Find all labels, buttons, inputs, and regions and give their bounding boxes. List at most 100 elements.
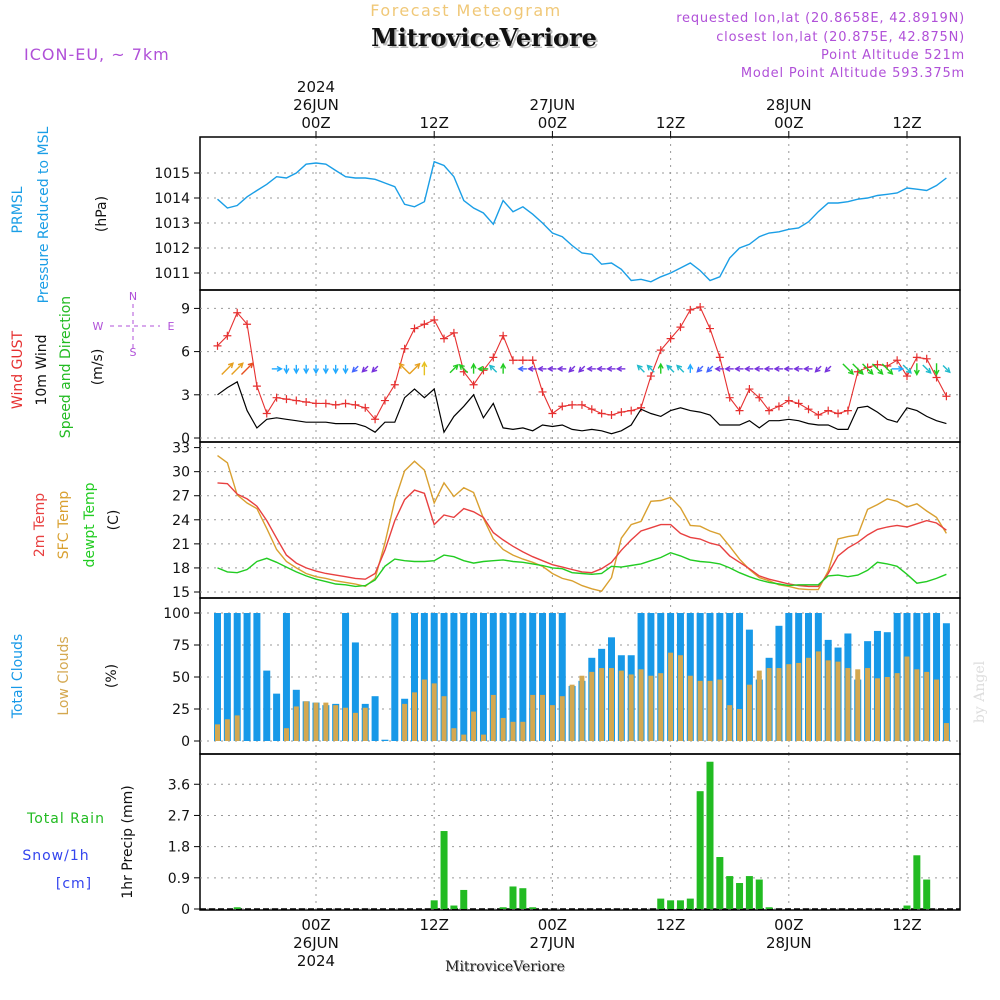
wind-direction-arrow — [891, 365, 905, 372]
low-cloud-bar — [441, 696, 447, 741]
total-cloud-bar — [942, 623, 950, 741]
precip-axis-label: 1hr Precip (mm) — [120, 785, 136, 898]
gust-marker — [646, 372, 655, 381]
low-cloud-bar — [717, 679, 723, 741]
low-cloud-bar — [815, 651, 821, 741]
pressure-panel: 1011 1012 1013 1014 1015 — [154, 136, 961, 291]
wind-direction-arrow — [322, 364, 329, 375]
arrow-head — [857, 368, 864, 375]
gust-marker — [627, 406, 636, 415]
arrow-head — [488, 364, 495, 371]
compass-south: S — [130, 346, 137, 359]
low-cloud-bar — [835, 661, 841, 741]
low-cloud-bar — [609, 668, 614, 741]
wind-direction-arrow — [814, 365, 822, 373]
gust-marker — [371, 415, 380, 424]
gust-marker — [440, 334, 449, 343]
temperature-panel: 15 18 21 24 27 30 33 — [172, 441, 961, 601]
y-tick-label: 3 — [181, 388, 190, 404]
gust-marker — [676, 323, 685, 332]
total-cloud-bar — [223, 613, 231, 741]
wind-direction-arrow — [922, 364, 932, 374]
y-tick-label: 1014 — [154, 191, 190, 207]
arrow-head — [452, 363, 459, 370]
gust-marker — [282, 395, 291, 404]
gust-marker — [469, 380, 478, 389]
gust-marker — [518, 356, 527, 365]
gust-marker — [568, 400, 577, 409]
wind-direction-arrow — [283, 364, 290, 375]
gust-marker — [715, 353, 724, 362]
wind-direction-arrow — [421, 361, 428, 376]
low-cloud-bar — [746, 684, 752, 741]
low-cloud-bar — [352, 712, 358, 741]
wind-direction-arrow — [293, 364, 300, 375]
arrow-head — [847, 368, 854, 375]
sfc-temp-label: SFC Temp — [56, 491, 72, 560]
wind-direction-arrow — [773, 365, 783, 372]
y-tick-label: 6 — [181, 345, 190, 361]
low-cloud-bar — [500, 717, 506, 741]
wind-direction-arrow — [568, 365, 576, 373]
low-cloud-bar — [579, 675, 585, 741]
y-tick-label: 1012 — [154, 241, 190, 257]
low-cloud-bar — [510, 721, 516, 741]
wind-direction-arrow — [881, 363, 894, 375]
low-cloud-bar — [874, 678, 880, 741]
rain-bar — [736, 883, 744, 909]
arrow-head — [351, 366, 358, 373]
arrow-head — [322, 368, 329, 375]
low-cloud-bar — [943, 723, 949, 741]
dewpoint-series-line — [217, 551, 947, 588]
bottom-time-label: 12Z — [892, 916, 921, 934]
compass-east: E — [168, 320, 175, 333]
gust-marker — [843, 406, 852, 415]
low-cloud-bar — [323, 702, 329, 741]
gust-marker — [893, 356, 902, 365]
low-cloud-bar — [638, 669, 644, 741]
requested-coords: requested lon,lat (20.8658E, 42.8919N) — [676, 11, 965, 26]
arrow-shaft — [902, 364, 912, 374]
pressure-series-line — [217, 160, 947, 283]
rain-bar — [726, 876, 734, 909]
top-time-label: 2024 — [297, 78, 335, 96]
wind-direction-arrow — [763, 365, 774, 372]
gust-marker — [331, 400, 340, 409]
low-cloud-bar — [234, 715, 240, 741]
total-cloud-bar — [263, 670, 271, 741]
arrow-head — [237, 362, 244, 369]
y-tick-label: 100 — [163, 606, 190, 622]
wind-direction-arrow — [783, 365, 793, 372]
gust-marker — [686, 305, 695, 314]
wind-direction-arrow — [500, 362, 507, 374]
y-tick-label: 1.8 — [168, 840, 190, 856]
arrow-head — [925, 367, 932, 374]
arrow-head — [666, 364, 673, 371]
low-cloud-bar — [343, 707, 349, 741]
total-cloud-bar — [430, 613, 438, 741]
gust-marker — [449, 328, 458, 337]
low-cloud-bar — [727, 705, 733, 741]
gust-marker — [272, 393, 281, 402]
arrow-shaft — [942, 365, 951, 373]
wind-direction-arrow — [793, 365, 803, 372]
top-time-label: 28JUN — [766, 96, 812, 114]
wind-unit: (m/s) — [90, 349, 106, 386]
bottom-time-label: 00Z — [774, 916, 803, 934]
gust-marker — [302, 398, 311, 406]
arrow-head — [814, 366, 821, 373]
gust-marker — [233, 308, 242, 317]
low-cloud-bar — [549, 705, 555, 741]
low-cloud-bar — [648, 675, 654, 741]
wind-direction-arrow — [537, 365, 547, 372]
arrow-shaft — [666, 365, 675, 373]
arrow-head — [398, 362, 405, 369]
arrow-head — [312, 368, 320, 375]
low-cloud-bar — [283, 728, 289, 741]
y-tick-label: 24 — [172, 513, 190, 529]
low-cloud-bar — [884, 677, 890, 741]
wind-direction-arrow — [852, 363, 864, 375]
total-cloud-bar — [548, 613, 556, 741]
